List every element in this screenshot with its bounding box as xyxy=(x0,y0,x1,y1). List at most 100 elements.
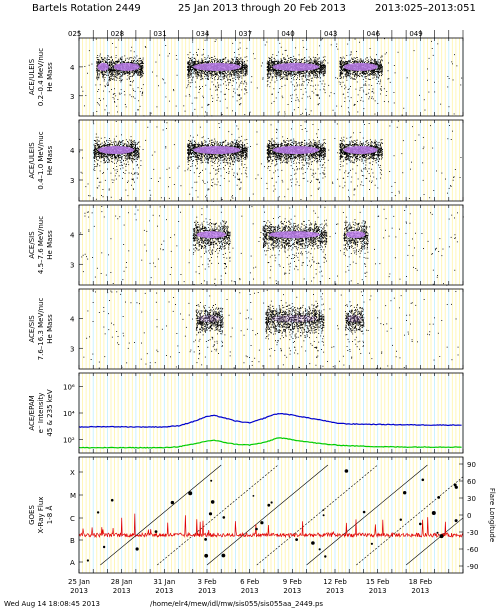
xtick-year-37: 2013 xyxy=(241,587,259,595)
flare-marker-17 xyxy=(252,495,255,497)
cluster-core-uleis-low-4 xyxy=(343,62,378,71)
track-2 xyxy=(206,464,329,566)
track-0 xyxy=(100,464,222,566)
xtick-year-31: 2013 xyxy=(155,587,173,595)
ytick-right-2: 30 xyxy=(467,495,476,503)
footer-timestamp: Wed Aug 14 18:08:45 2013 xyxy=(4,600,100,608)
doy-tick-025: 025 xyxy=(68,30,81,38)
epam-series-1 xyxy=(78,437,462,449)
xtick-label-34: 3 Feb xyxy=(197,578,217,586)
cluster-core-sis-high-2 xyxy=(346,315,362,323)
flare-marker-10 xyxy=(324,555,327,558)
doy-tick-049: 049 xyxy=(409,30,422,38)
cluster-core-uleis-low-3 xyxy=(272,62,320,71)
ylabel-sis-high-2: He Mass xyxy=(46,314,54,344)
panel-frame-0 xyxy=(78,37,464,117)
flare-marker-8 xyxy=(322,509,325,511)
ytick-goes-B: B xyxy=(70,537,75,545)
cluster-uleis-high-0 xyxy=(93,136,140,200)
flare-marker-35 xyxy=(362,510,366,514)
cluster-sis-high-1 xyxy=(265,300,325,368)
doy-tick-labels: 025 028 031 034 037 040 043 046 049 xyxy=(68,30,464,38)
cluster-core-uleis-high-3 xyxy=(343,146,378,154)
doy-tick-040: 040 xyxy=(281,30,294,38)
cluster-core-uleis-low-2 xyxy=(193,62,241,71)
cluster-core-sis-low-2 xyxy=(345,231,366,239)
track-1 xyxy=(157,464,279,566)
flare-longitude-label: Flare Longitude xyxy=(488,488,496,542)
doy-range: 2013:025–2013:051 xyxy=(375,3,476,14)
ylabel-goes-1: X-Ray Flux xyxy=(37,497,45,534)
ytick-sis-high-3: 3 xyxy=(70,345,74,353)
cluster-core-uleis-high-1 xyxy=(193,146,241,154)
flare-marker-1 xyxy=(454,485,458,489)
ylabel-sis-high-0: ACE/SIS xyxy=(28,315,36,343)
panel-frame-2 xyxy=(78,204,464,286)
footer-path: /home/elr4/mew/idl/mw/sis055/sis055aa_24… xyxy=(150,600,323,608)
flare-marker-22 xyxy=(102,545,106,549)
flare-marker-25 xyxy=(453,483,457,487)
ytick-uleis-low-4: 4 xyxy=(70,64,75,72)
flare-marker-26 xyxy=(454,519,458,523)
scatter-panel-sis-high xyxy=(83,289,459,370)
track-3 xyxy=(256,464,378,566)
cluster-uleis-low-0 xyxy=(96,53,111,112)
flare-tracks xyxy=(100,464,464,566)
flare-marker-6 xyxy=(311,541,315,545)
ytick-uleis-high-4: 4 xyxy=(70,147,75,155)
plot-layer xyxy=(78,38,464,566)
panel-frame-5 xyxy=(78,456,464,574)
doy-tick-031: 031 xyxy=(153,30,166,38)
panel-frames xyxy=(78,37,464,574)
ytick-uleis-high-3: 3 xyxy=(70,177,74,185)
cluster-core-uleis-high-0 xyxy=(97,146,135,154)
ytick-sis-low-3: 3 xyxy=(70,261,74,269)
ytick-right-3: 0 xyxy=(467,512,471,520)
flare-marker-38 xyxy=(221,553,226,558)
panel-frame-3 xyxy=(78,288,464,370)
flare-marker-18 xyxy=(399,518,402,521)
flare-marker-4 xyxy=(170,500,175,505)
xtick-year-34: 2013 xyxy=(198,587,216,595)
ylabel-uleis-high-2: He Mass xyxy=(46,145,54,175)
cluster-core-sis-high-0 xyxy=(198,315,220,323)
ytick-right-5: -60 xyxy=(467,546,478,554)
flare-marker-23 xyxy=(204,538,208,541)
flare-marker-36 xyxy=(267,503,271,507)
flare-marker-7 xyxy=(344,469,349,473)
ytick-right-1: 60 xyxy=(467,478,476,486)
ytick-goes-A: A xyxy=(70,559,75,567)
xtick-label-49: 18 Feb xyxy=(409,578,433,586)
cluster-core-uleis-high-2 xyxy=(272,146,320,154)
xtick-label-40: 9 Feb xyxy=(283,578,303,586)
date-range: 25 Jan 2013 through 20 Feb 2013 xyxy=(178,3,346,14)
flare-marker-29 xyxy=(222,516,226,519)
doy-tick-028: 028 xyxy=(111,30,124,38)
flare-marker-19 xyxy=(318,548,321,551)
cluster-uleis-low-2 xyxy=(187,53,248,115)
xtick-label-43: 12 Feb xyxy=(323,578,347,586)
panel-frame-4 xyxy=(78,372,464,454)
ylabel-epam-2: 45 & 235 keV xyxy=(46,389,54,437)
flare-marker-14 xyxy=(154,530,158,533)
flare-marker-9 xyxy=(208,512,213,516)
xtick-year-43: 2013 xyxy=(326,587,344,595)
ylabel-uleis-high-0: ACE/ULEIS xyxy=(28,142,36,179)
flare-marker-16 xyxy=(260,521,264,525)
ylabel-uleis-low-2: He Mass xyxy=(46,62,54,92)
cluster-core-sis-low-0 xyxy=(196,231,227,239)
cluster-sis-high-2 xyxy=(345,301,365,359)
xtick-year-25: 2013 xyxy=(70,587,88,595)
xtick-year-40: 2013 xyxy=(283,587,301,595)
scatter-panel-uleis-high xyxy=(79,120,462,202)
xtick-label-28: 28 Jan xyxy=(111,578,133,586)
cluster-sis-high-0 xyxy=(195,302,224,366)
cluster-uleis-low-1 xyxy=(110,55,144,113)
ylabel-uleis-high-1: 0.4–1.0 MeV/nuc xyxy=(37,131,45,189)
xtick-year-28: 2013 xyxy=(113,587,131,595)
cluster-core-uleis-low-1 xyxy=(113,62,140,71)
ytick-uleis-low-3: 3 xyxy=(70,93,74,101)
flare-marker-32 xyxy=(270,501,273,504)
